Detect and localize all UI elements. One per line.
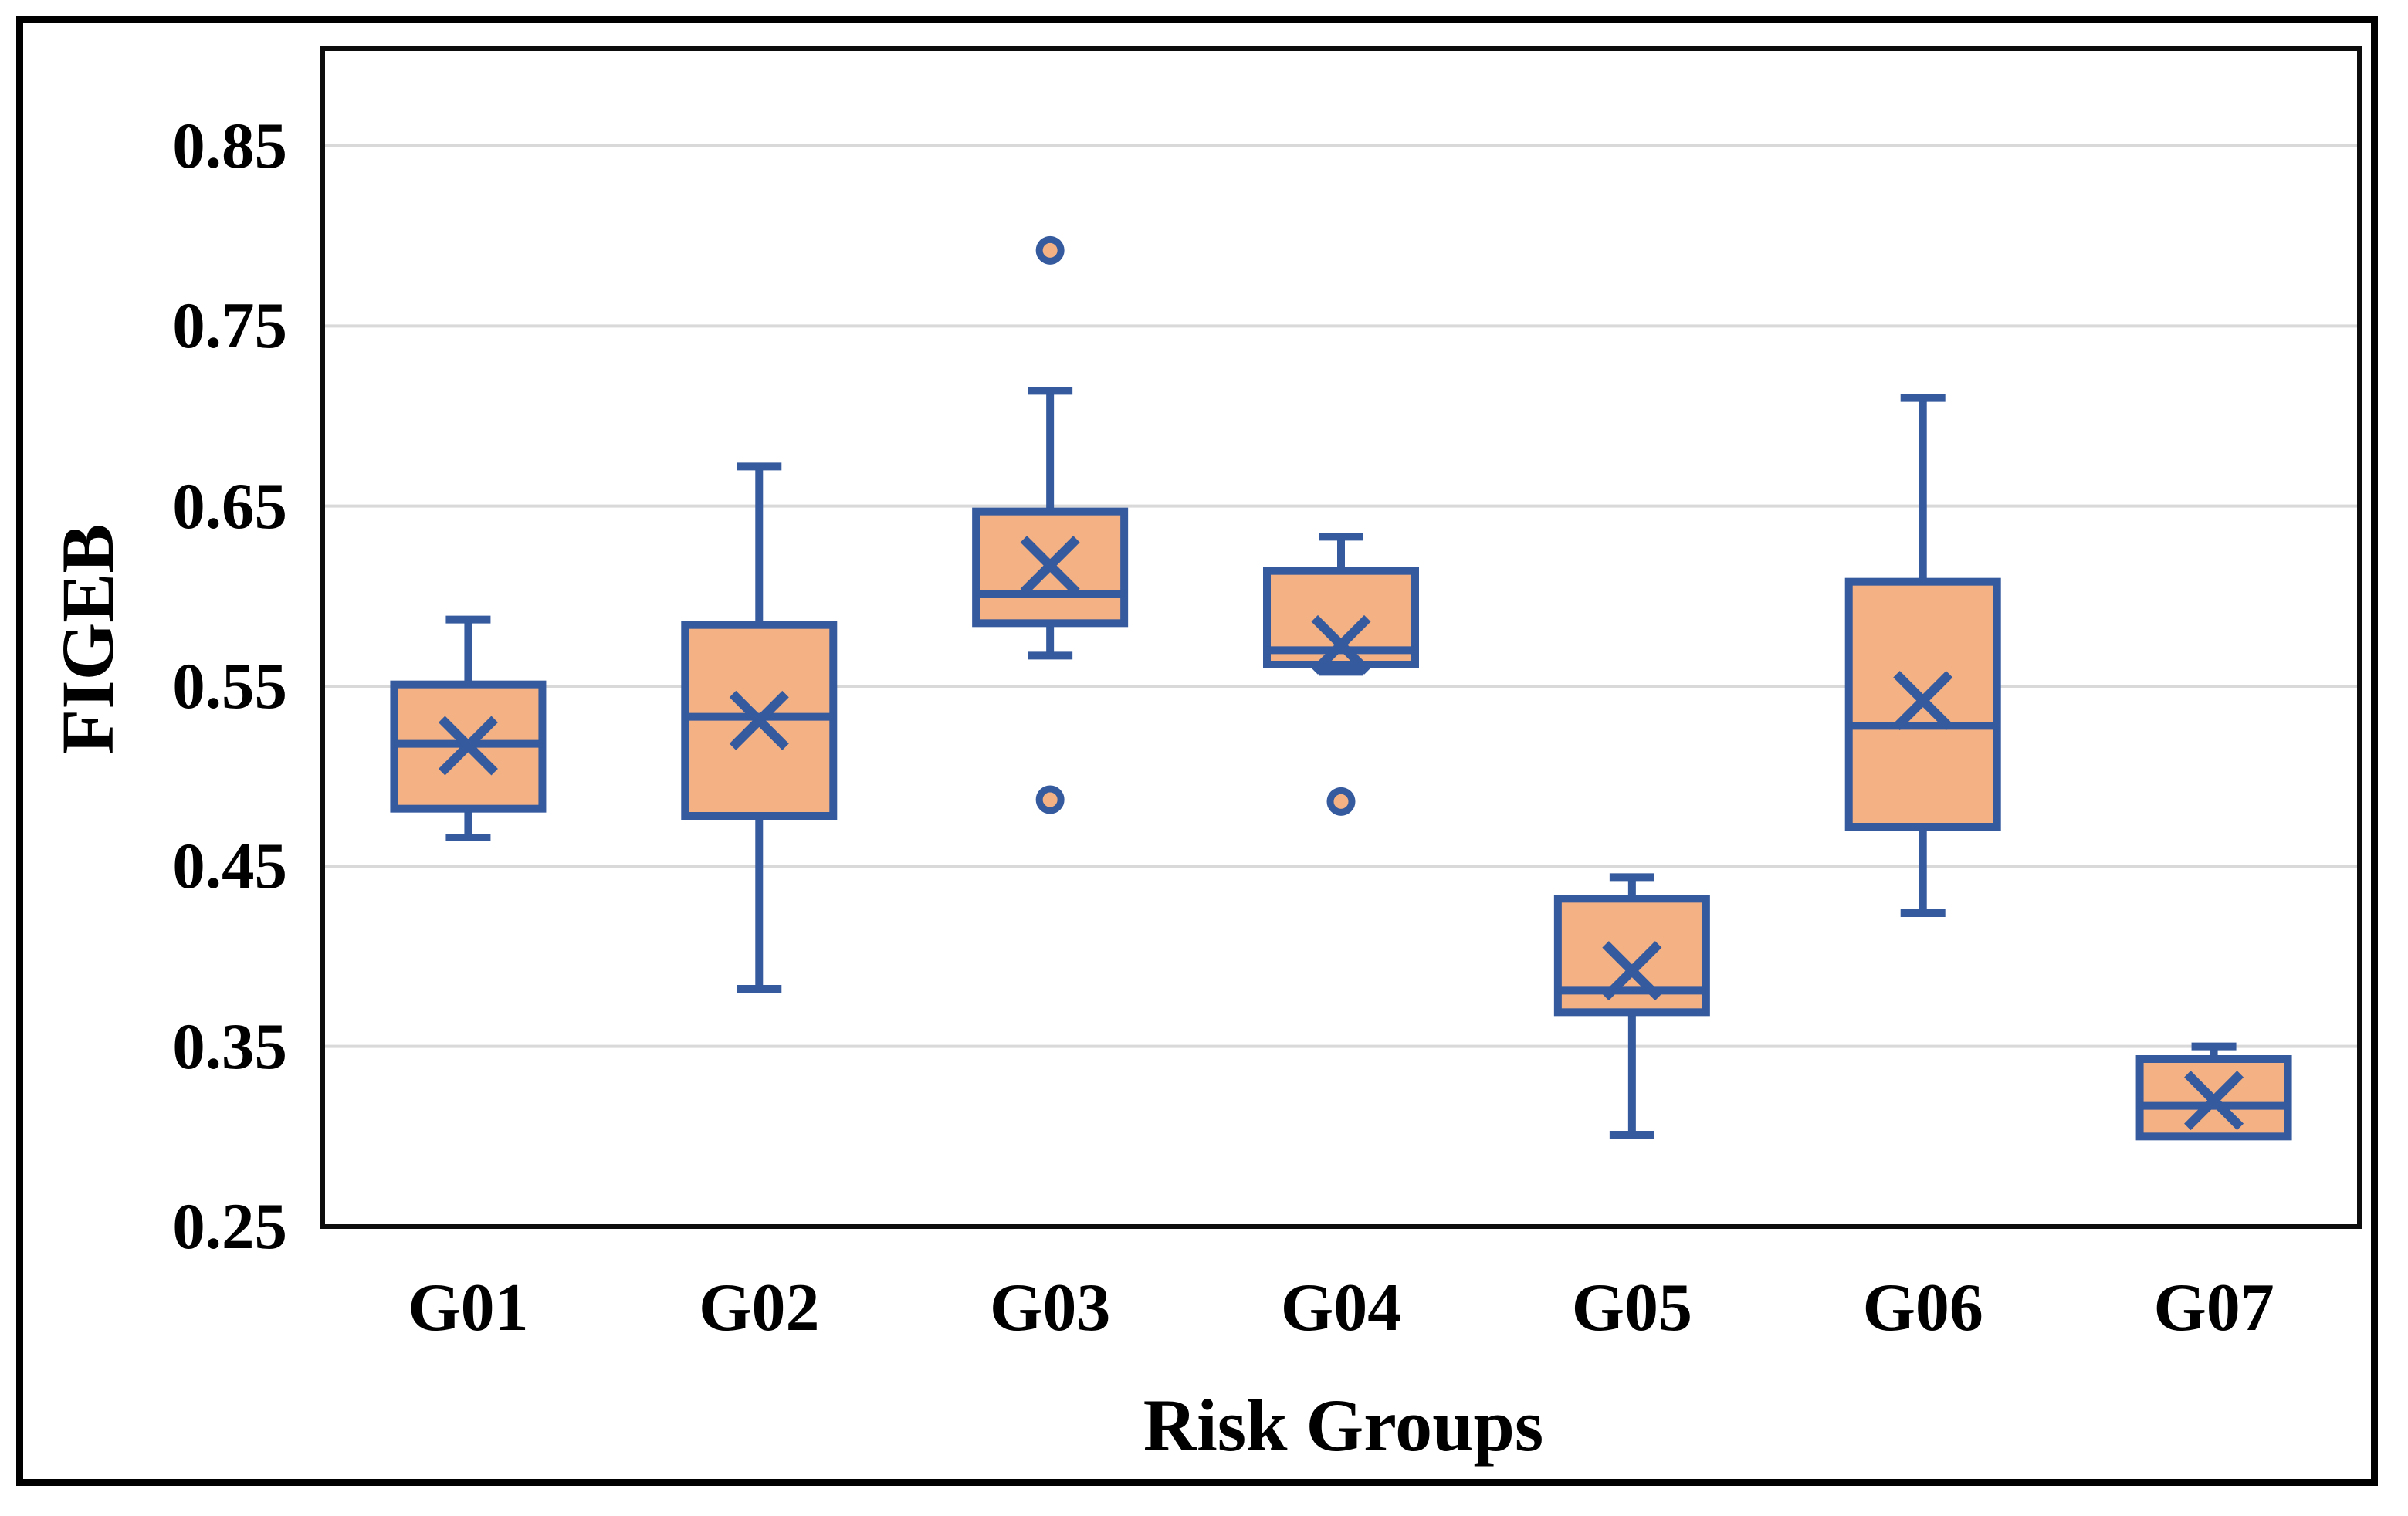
x-category-label-G01: G01 xyxy=(408,1271,529,1345)
y-tick-label-0.55: 0.55 xyxy=(172,650,287,722)
mean-x-marker-G01 xyxy=(438,716,498,776)
x-category-label-G05: G05 xyxy=(1571,1271,1693,1345)
plot-frame xyxy=(320,46,2362,1229)
mean-x-marker-G03 xyxy=(1020,536,1080,596)
mean-x-marker-G07 xyxy=(2184,1071,2244,1131)
y-tick-label-0.75: 0.75 xyxy=(172,289,287,363)
x-category-label-G02: G02 xyxy=(699,1271,820,1345)
box-G05 xyxy=(1553,895,1710,1017)
y-tick-label-0.45: 0.45 xyxy=(172,830,287,903)
y-tick-label-0.85: 0.85 xyxy=(172,110,287,182)
outlier-G04-0 xyxy=(1326,787,1356,816)
y-tick-label-0.25: 0.25 xyxy=(172,1190,287,1263)
mean-x-marker-G04 xyxy=(1311,614,1371,675)
x-category-label-G04: G04 xyxy=(1280,1271,1402,1345)
x-category-label-G07: G07 xyxy=(2153,1271,2274,1345)
outlier-G03-1 xyxy=(1035,785,1065,814)
y-axis-title: FIGEB xyxy=(46,523,129,755)
figure-border xyxy=(16,16,2378,1486)
outlier-G03-0 xyxy=(1035,235,1065,265)
x-category-label-G06: G06 xyxy=(1862,1271,1983,1345)
mean-x-marker-G05 xyxy=(1602,941,1662,1001)
mean-x-marker-G02 xyxy=(729,690,789,750)
y-tick-label-0.35: 0.35 xyxy=(172,1010,287,1083)
x-category-label-G03: G03 xyxy=(989,1271,1111,1345)
y-tick-label-0.65: 0.65 xyxy=(172,469,287,543)
x-axis-title: Risk Groups xyxy=(1143,1384,1544,1467)
mean-x-marker-G06 xyxy=(1893,671,1953,731)
